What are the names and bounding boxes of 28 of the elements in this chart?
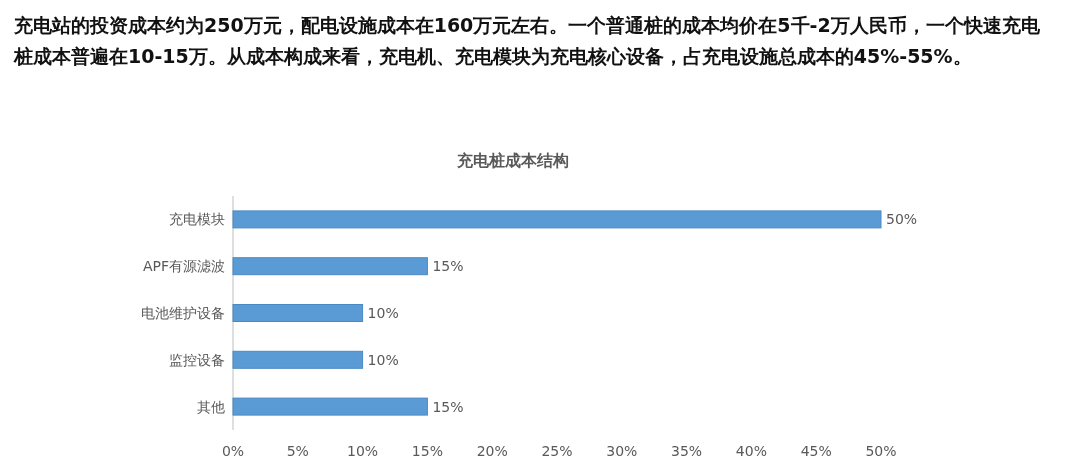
bar [232,397,428,416]
x-tick-label: 40% [735,443,767,459]
y-tick-label: 监控设备 [169,351,225,368]
bar [232,304,364,322]
x-tick-label: 45% [800,443,832,459]
x-tick-label: 20% [476,443,508,459]
bar [232,350,364,369]
x-tick-label: 35% [671,443,703,459]
data-label: 50% [886,211,918,228]
x-tick-label: 50% [865,443,897,459]
y-tick-label: 其他 [197,398,225,415]
text: 充电站的投资成本约为250万元，配电设施成本在160万元左右。一个普通桩的成本均价在5千-2万人民币，一个快速充电桩成本普遍在10-15万。从成本构成来看，充电机、充电模块为充电核心设备，占充电设施总成本的45%-55%。 [14,13,1041,69]
x-tick-label: 10% [347,443,379,459]
x-tick-label: 5% [286,443,309,459]
data-label: 15% [432,398,464,415]
y-tick-label: APF有源滤波 [142,258,225,275]
x-tick-label: 0% [221,443,245,459]
chart-title: 充电桩成本结构 [456,151,569,170]
x-tick-label: 30% [606,443,638,459]
data-label: 10% [367,351,399,368]
bar [232,210,882,229]
x-tick-label: 15% [411,443,443,459]
data-label: 10% [367,305,399,321]
x-tick-label: 25% [541,443,573,459]
bar [232,257,428,276]
y-tick-label: 充电模块 [169,211,225,228]
data-label: 15% [432,258,464,275]
y-tick-label: 电池维护设备 [141,305,225,321]
